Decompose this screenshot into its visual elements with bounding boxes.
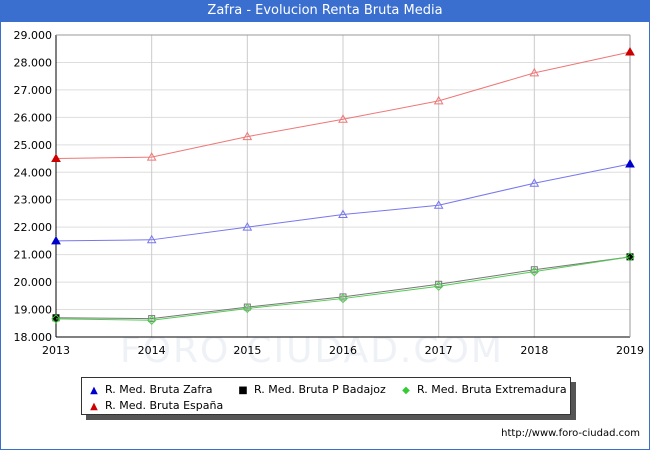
data-point bbox=[51, 314, 61, 324]
x-tick-label: 2017 bbox=[425, 344, 453, 357]
x-tick-label: 2016 bbox=[329, 344, 357, 357]
legend-item-espana: ▲ R. Med. Bruta España bbox=[88, 399, 223, 412]
data-point bbox=[625, 159, 635, 168]
triangle-icon: ▲ bbox=[90, 385, 98, 396]
legend-label: R. Med. Bruta P Badajoz bbox=[254, 383, 386, 396]
data-point bbox=[338, 293, 348, 304]
legend-label: R. Med. Bruta Zafra bbox=[105, 383, 213, 396]
series-line bbox=[55, 256, 631, 321]
source-link[interactable]: http://www.foro-ciudad.com bbox=[501, 428, 640, 439]
y-tick-label: 27.000 bbox=[14, 84, 53, 97]
data-point bbox=[433, 95, 444, 105]
x-tick-label: 2013 bbox=[42, 344, 70, 357]
data-point bbox=[625, 47, 635, 56]
data-point bbox=[242, 303, 253, 314]
x-tick-label: 2019 bbox=[616, 344, 644, 357]
data-point bbox=[529, 178, 540, 187]
y-tick-label: 25.000 bbox=[14, 139, 53, 152]
data-point bbox=[530, 266, 538, 274]
triangle-icon: ▲ bbox=[90, 401, 98, 412]
series-line bbox=[55, 256, 631, 320]
chart-title: Zafra - Evolucion Renta Bruta Media bbox=[0, 0, 650, 22]
legend-item-zafra: ▲ R. Med. Bruta Zafra bbox=[88, 383, 212, 396]
x-tick-label: 2015 bbox=[233, 344, 261, 357]
data-point bbox=[242, 222, 253, 231]
data-point bbox=[435, 280, 443, 288]
y-tick-label: 28.000 bbox=[14, 56, 53, 69]
data-point bbox=[529, 266, 540, 277]
y-tick-label: 26.000 bbox=[14, 111, 53, 124]
y-tick-label: 20.000 bbox=[14, 276, 53, 289]
data-point bbox=[625, 252, 635, 262]
square-icon: ■ bbox=[238, 385, 248, 396]
data-point bbox=[146, 152, 157, 161]
y-tick-label: 18.000 bbox=[14, 331, 53, 344]
data-point bbox=[51, 235, 61, 245]
data-point bbox=[529, 67, 540, 77]
legend-label: R. Med. Bruta España bbox=[105, 399, 224, 412]
legend-label: R. Med. Bruta Extremadura bbox=[417, 383, 567, 396]
x-tick-label: 2018 bbox=[520, 344, 548, 357]
data-point bbox=[433, 200, 444, 209]
data-point bbox=[51, 153, 61, 163]
data-point bbox=[338, 209, 348, 219]
data-point bbox=[242, 131, 253, 141]
legend: ▲ R. Med. Bruta Zafra ■ R. Med. Bruta P Ba… bbox=[81, 377, 571, 415]
y-tick-label: 23.000 bbox=[14, 194, 53, 207]
series-line bbox=[55, 163, 631, 242]
diamond-icon: ◆ bbox=[402, 385, 410, 396]
x-tick-label: 2014 bbox=[138, 344, 166, 357]
y-tick-label: 24.000 bbox=[14, 166, 53, 179]
y-tick-label: 21.000 bbox=[14, 249, 53, 262]
y-tick-label: 29.000 bbox=[14, 29, 53, 42]
data-point bbox=[433, 281, 444, 291]
data-point bbox=[146, 315, 157, 325]
data-point bbox=[338, 114, 348, 123]
series-line bbox=[55, 51, 631, 160]
legend-item-extremadura: ◆ R. Med. Bruta Extremadura bbox=[400, 383, 567, 396]
data-point bbox=[52, 314, 60, 322]
legend-item-badajoz: ■ R. Med. Bruta P Badajoz bbox=[237, 383, 386, 396]
data-point bbox=[146, 234, 157, 244]
y-tick-label: 19.000 bbox=[14, 304, 53, 317]
y-tick-label: 22.000 bbox=[14, 221, 53, 234]
